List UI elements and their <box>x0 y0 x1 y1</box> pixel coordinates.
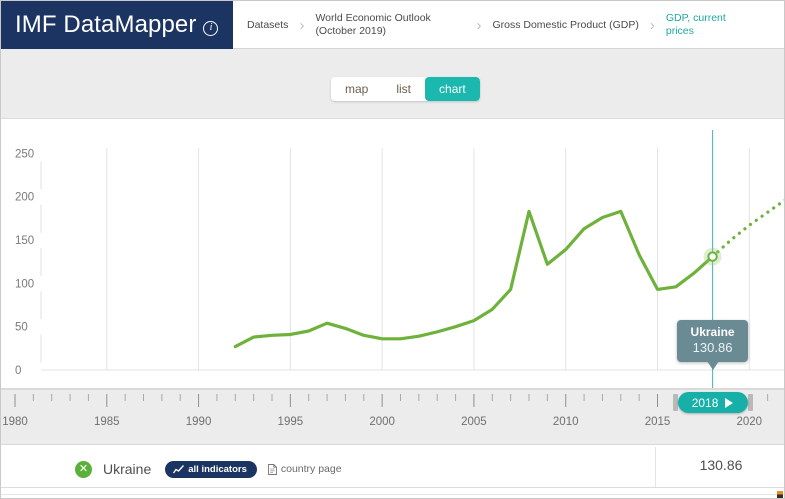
svg-text:2000: 2000 <box>369 416 395 428</box>
view-toggle-group: map list chart <box>331 77 480 101</box>
app-header: IMF DataMapper i Datasets › World Econom… <box>1 1 784 55</box>
svg-text:2015: 2015 <box>645 416 671 428</box>
tooltip-value: 130.86 <box>692 339 733 355</box>
document-icon <box>267 463 277 475</box>
svg-text:0: 0 <box>15 365 21 377</box>
info-icon[interactable]: i <box>203 20 219 36</box>
x-axis-band: 1980 1985 1990 1995 2000 2005 2010 2015 2020 <box>1 388 784 445</box>
breadcrumb-item-gdp[interactable]: Gross Domestic Product (GDP) <box>492 18 639 31</box>
chart-container: 0 50 100 150 200 250 Ukraine 130.86 1980 1985 1… <box>1 120 784 445</box>
svg-text:1995: 1995 <box>278 416 304 428</box>
svg-text:50: 50 <box>15 322 28 334</box>
chart-line-icon <box>173 464 185 473</box>
slider-handle-right[interactable] <box>747 394 753 411</box>
play-icon[interactable] <box>725 397 734 408</box>
svg-text:2020: 2020 <box>736 416 762 428</box>
line-chart-svg: 0 50 100 150 200 250 <box>15 130 784 388</box>
brand-logo[interactable]: IMF DataMapper i <box>1 1 233 49</box>
header-divider <box>233 48 784 49</box>
chart-plot-area[interactable]: 0 50 100 150 200 250 <box>1 120 784 388</box>
svg-text:200: 200 <box>15 192 34 204</box>
country-page-link[interactable]: country page <box>267 463 342 475</box>
year-slider-pill[interactable]: 2018 <box>677 392 748 413</box>
legend-value: 130.86 <box>699 457 743 473</box>
x-axis-svg: 1980 1985 1990 1995 2000 2005 2010 2015 2020 <box>1 389 784 428</box>
legend-column-divider <box>655 447 656 488</box>
chevron-right-icon: › <box>476 16 482 34</box>
breadcrumb-item-datasets[interactable]: Datasets <box>247 18 289 31</box>
tooltip-country: Ukraine <box>690 324 735 339</box>
country-page-label: country page <box>280 463 342 475</box>
chart-legend-footer: ✕ Ukraine all indicators country page 13… <box>1 447 784 498</box>
tab-map[interactable]: map <box>331 77 383 101</box>
svg-text:1985: 1985 <box>94 416 120 428</box>
breadcrumb-item-gdp-current-prices[interactable]: GDP, current prices <box>662 12 736 55</box>
svg-text:100: 100 <box>15 278 34 290</box>
all-indicators-label: all indicators <box>188 463 247 475</box>
svg-text:250: 250 <box>15 148 34 160</box>
corner-marker <box>777 491 783 498</box>
chevron-right-icon: › <box>649 16 655 34</box>
remove-series-icon[interactable]: ✕ <box>75 460 92 478</box>
svg-text:2010: 2010 <box>553 416 579 428</box>
breadcrumb: Datasets › World Economic Outlook (Octob… <box>233 1 784 55</box>
tab-chart[interactable]: chart <box>425 77 480 101</box>
breadcrumb-item-weo[interactable]: World Economic Outlook (October 2019) <box>315 12 431 37</box>
legend-divider <box>1 487 784 488</box>
chevron-right-icon: › <box>299 16 305 34</box>
slider-handle-left[interactable] <box>672 394 678 411</box>
legend-country-label: Ukraine <box>103 461 152 477</box>
svg-text:1990: 1990 <box>186 416 212 428</box>
chart-tooltip: Ukraine 130.86 <box>677 319 749 370</box>
svg-text:150: 150 <box>15 235 34 247</box>
svg-text:1980: 1980 <box>2 416 28 428</box>
tab-list[interactable]: list <box>382 77 426 101</box>
svg-text:2005: 2005 <box>461 416 487 428</box>
legend-divider-secondary <box>1 494 784 495</box>
year-slider-label: 2018 <box>691 395 719 410</box>
all-indicators-button[interactable]: all indicators <box>165 460 257 478</box>
brand-title: IMF DataMapper <box>15 11 197 38</box>
legend-row: ✕ Ukraine all indicators country page 13… <box>1 451 784 487</box>
